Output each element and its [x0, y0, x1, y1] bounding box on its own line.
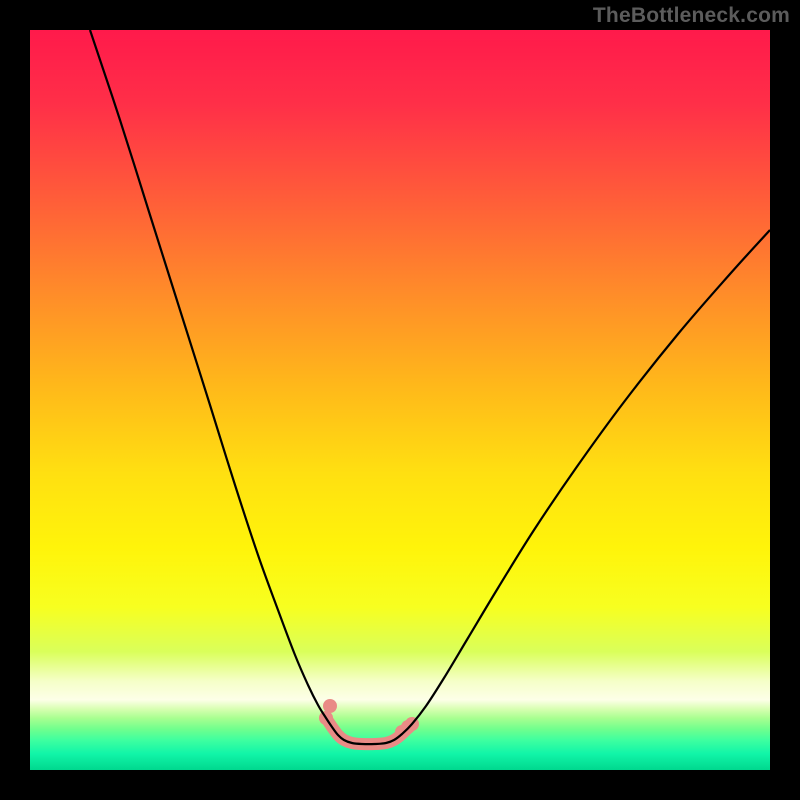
chart-frame: TheBottleneck.com — [0, 0, 800, 800]
watermark-text: TheBottleneck.com — [593, 4, 790, 28]
bottleneck-curve — [90, 30, 770, 744]
plot-area — [30, 30, 770, 770]
curve-layer — [30, 30, 770, 770]
